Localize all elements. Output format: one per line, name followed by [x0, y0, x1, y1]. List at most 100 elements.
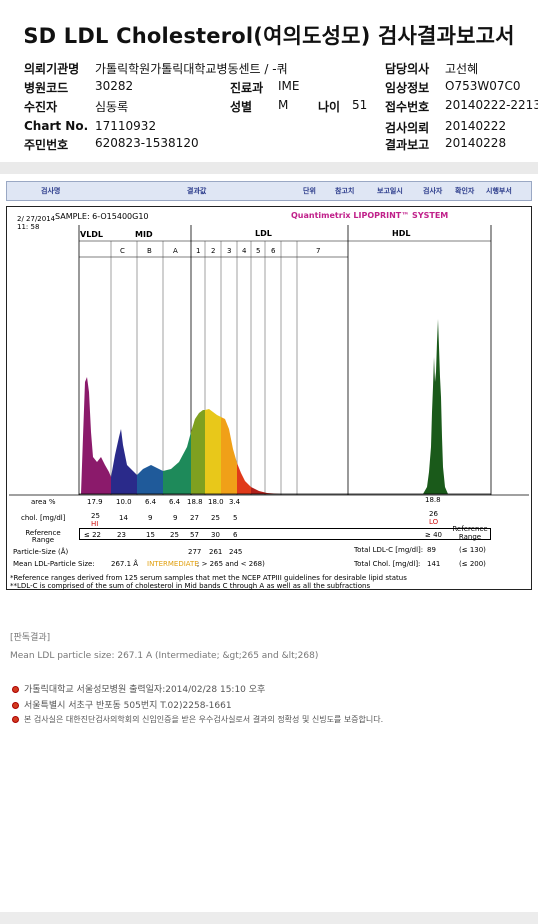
bullet-icon [12, 686, 19, 693]
brand-logo: Quantimetrix LIPOPRINT™ SYSTEM [291, 211, 449, 220]
col-confirmer[interactable]: 확인자 [455, 187, 475, 195]
ldl-header: LDL [255, 229, 272, 238]
row-particle-label: Particle-Size (Å) [13, 548, 69, 556]
chol-hdl: 26 [429, 510, 438, 518]
ref-mid-a: 25 [170, 531, 179, 539]
receipt-value: 20140222-22131 [445, 98, 538, 112]
mid-header: MID [135, 230, 153, 239]
row-area-label: area % [31, 498, 56, 506]
mean-size-class: INTERMEDIATE [147, 560, 199, 568]
band-2: 2 [211, 247, 216, 255]
total-chol-value: 141 [427, 560, 441, 568]
report-date: 20140228 [445, 136, 507, 150]
sample-id: SAMPLE: 6-O15400G10 [55, 212, 149, 221]
mid-b-peak [137, 465, 163, 494]
area-mid-a: 6.4 [169, 498, 181, 506]
total-ldl-value: 89 [427, 546, 436, 554]
institution-label: 의뢰기관명 [24, 62, 80, 76]
chol-ldl1: 27 [190, 514, 199, 522]
bullet-icon [12, 716, 19, 723]
col-department[interactable]: 시행부서 [486, 187, 512, 195]
lipoprint-report: 2/ 27/2014 11: 58 SAMPLE: 6-O15400G10 Qu… [6, 206, 532, 590]
row-reference-label: Reference Range [25, 529, 61, 544]
particle-size-1: 277 [188, 548, 202, 556]
department-value: IME [278, 79, 300, 93]
page-bottom-band [0, 912, 538, 924]
ldl1-peak [205, 409, 221, 494]
ldl4-peak [251, 487, 281, 494]
chol-ldl2: 25 [211, 514, 220, 522]
chol-mid-b: 9 [148, 514, 153, 522]
total-chol-ref: (≤ 200) [459, 560, 486, 568]
band-3: 3 [227, 247, 232, 255]
id-label: 주민번호 [24, 138, 69, 152]
mean-size-tail: ; > 265 and < 268) [197, 560, 265, 568]
footer-address: 서울특별시 서초구 반포동 505번지 T.02)2258-1661 [12, 698, 232, 711]
footer-hospital: 가톨릭대학교 서울성모병원 출력일자:2014/02/28 15:10 오후 [12, 682, 265, 695]
section-divider [0, 162, 538, 174]
result-table-header: 검사명 결과값 단위 참고치 보고일시 검사자 확인자 시행부서 [6, 181, 532, 201]
hospital-code-value: 30282 [95, 79, 134, 93]
particle-size-3: 245 [229, 548, 243, 556]
request-date: 20140222 [445, 119, 507, 133]
col-report-time[interactable]: 보고일시 [377, 187, 403, 195]
total-ldl-ref: (≤ 130) [459, 546, 486, 554]
institution-value: 가톨릭학원가톨릭대학교병동센트 / -쿼 [95, 62, 288, 76]
footer-certification: 본 검사실은 대한진단검사의학회의 신임인증을 받은 우수검사실로서 결과의 정… [12, 714, 383, 725]
hdl-header: HDL [392, 229, 411, 238]
ldl1-peak-left [191, 410, 205, 494]
band-6: 6 [271, 247, 276, 255]
report-title: SD LDL Cholesterol(여의도성모) 검사결과보고서 [23, 24, 515, 48]
band-b: B [147, 247, 152, 255]
col-result[interactable]: 결과값 [187, 187, 207, 195]
doctor-value: 고선혜 [445, 62, 479, 76]
ldl3-peak [237, 463, 251, 494]
col-reference[interactable]: 참고치 [335, 187, 355, 195]
chol-ldl3: 5 [233, 514, 238, 522]
mean-size-value: 267.1 Å [111, 560, 139, 568]
vldl-peak [81, 377, 111, 494]
reference-row [79, 528, 491, 540]
area-ldl2: 18.0 [208, 498, 224, 506]
area-ldl1: 18.8 [187, 498, 203, 506]
area-mid-b: 6.4 [145, 498, 157, 506]
vldl-header: VLDL [80, 230, 104, 239]
report-date: 2/ 27/2014 [17, 215, 56, 223]
footnote-2: **LDL-C is comprised of the sum of chole… [10, 582, 371, 590]
chol-vldl: 25 [91, 512, 100, 520]
ref-hdl: ≥ 40 [425, 531, 442, 539]
request-label: 검사의뢰 [385, 121, 430, 135]
col-unit[interactable]: 단위 [303, 187, 316, 195]
band-7: 7 [316, 247, 321, 255]
area-ldl3: 3.4 [229, 498, 241, 506]
band-a: A [173, 247, 178, 255]
hdl-peak [423, 319, 448, 494]
sex-value: M [278, 98, 289, 112]
band-4: 4 [242, 247, 247, 255]
report-time: 11: 58 [17, 223, 40, 231]
ref-vldl: ≤ 22 [84, 531, 101, 539]
chol-hdl-flag: LO [429, 518, 439, 526]
ref-ldl2: 30 [211, 531, 220, 539]
ref-range-right-label: Reference Range [452, 525, 488, 541]
chol-vldl-flag: HI [91, 520, 99, 528]
patient-label: 수진자 [24, 100, 58, 114]
area-mid-c: 10.0 [116, 498, 132, 506]
area-vldl: 17.9 [87, 498, 103, 506]
chart-label: Chart No. [24, 119, 89, 133]
doctor-label: 담당의사 [385, 62, 430, 76]
remarks-text: Mean LDL particle size: 267.1 A (Interme… [10, 651, 319, 661]
sex-label: 성별 [230, 100, 253, 114]
col-test-name[interactable]: 검사명 [41, 187, 61, 195]
clinical-value: O753W07C0 [445, 79, 521, 93]
col-tester[interactable]: 검사자 [423, 187, 443, 195]
chart-value: 17110932 [95, 119, 157, 133]
receipt-label: 접수번호 [385, 100, 430, 114]
ref-mid-c: 23 [117, 531, 126, 539]
remarks-title: [판독결과] [10, 633, 51, 643]
total-chol-label: Total Chol. [mg/dl]: [354, 560, 421, 568]
band-1: 1 [196, 247, 201, 255]
mid-c-peak [111, 429, 137, 494]
bullet-icon [12, 702, 19, 709]
total-ldl-label: Total LDL-C [mg/dl]: [354, 546, 424, 554]
